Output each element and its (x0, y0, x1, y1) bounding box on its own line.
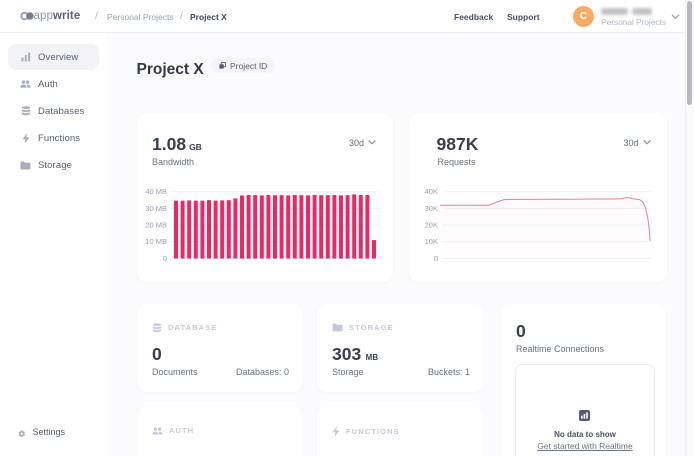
svg-text:30 MB: 30 MB (145, 204, 167, 213)
svg-text:10 MB: 10 MB (145, 237, 167, 246)
svg-text:20K: 20K (425, 221, 438, 230)
svg-text:0: 0 (163, 254, 167, 263)
svg-text:30K: 30K (425, 204, 438, 213)
svg-text:20 MB: 20 MB (145, 221, 167, 230)
svg-text:40K: 40K (425, 187, 438, 196)
svg-text:0: 0 (434, 254, 438, 263)
svg-text:40 MB: 40 MB (145, 187, 167, 196)
svg-text:10K: 10K (425, 237, 438, 246)
